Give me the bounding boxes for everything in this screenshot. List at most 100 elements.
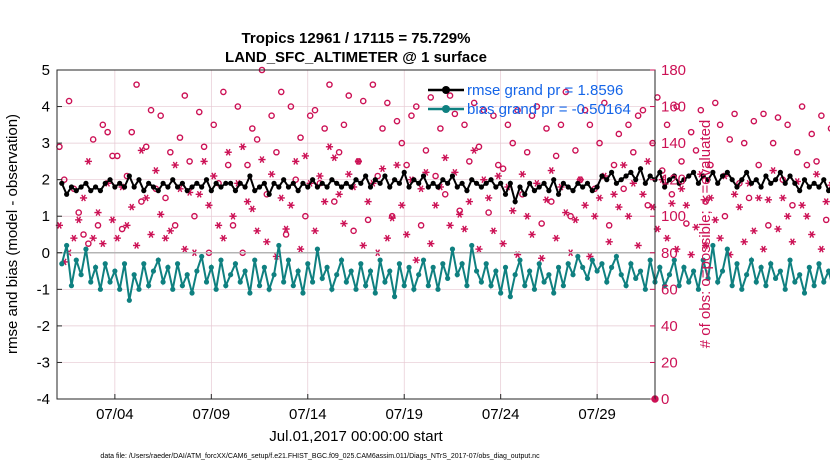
rmse-point xyxy=(507,180,513,186)
bias-point xyxy=(700,257,706,263)
obs-evaluated-point xyxy=(147,231,155,238)
obs-possible-point xyxy=(466,158,473,165)
asterisk-stroke xyxy=(655,225,660,233)
asterisk-stroke xyxy=(71,234,77,242)
rmse-point xyxy=(112,184,118,190)
rmse-point xyxy=(97,188,104,194)
bias-point xyxy=(382,279,388,285)
bias-point xyxy=(734,261,740,267)
obs-possible-point xyxy=(702,198,709,205)
bias-point xyxy=(469,242,475,249)
obs-evaluated-point xyxy=(460,225,469,233)
rmse-point xyxy=(551,177,557,183)
bias-point xyxy=(787,257,793,263)
obs-possible-point xyxy=(302,212,309,220)
obs-possible-point xyxy=(765,222,772,229)
rmse-point xyxy=(522,191,528,197)
obs-possible-point xyxy=(827,125,830,132)
obs-evaluated-point xyxy=(634,241,642,249)
rmse-point xyxy=(314,184,321,190)
rmse-point xyxy=(715,180,721,186)
rmse-point xyxy=(541,180,547,186)
obs-possible-point xyxy=(340,121,348,129)
bias-point xyxy=(97,286,104,292)
rmse-point xyxy=(256,184,263,190)
asterisk-stroke xyxy=(322,198,328,206)
asterisk-stroke xyxy=(76,216,82,224)
obs-possible-point xyxy=(195,108,203,116)
rmse-point xyxy=(604,177,610,183)
asterisk-stroke xyxy=(196,190,202,198)
asterisk-stroke xyxy=(447,221,453,229)
obs-evaluated-point xyxy=(321,198,329,206)
asterisk-stroke xyxy=(182,245,188,253)
obs-possible-point xyxy=(707,161,714,169)
bias-point xyxy=(338,257,345,263)
bias-point xyxy=(507,294,513,300)
legend-entry-bias: bias grand pr = -0.50164 xyxy=(428,101,631,118)
asterisk-stroke xyxy=(780,194,786,202)
rmse-point xyxy=(546,188,552,194)
bias-point xyxy=(68,283,75,289)
obs-evaluated-point xyxy=(798,201,806,209)
bias-point xyxy=(676,283,682,289)
obs-possible-point xyxy=(581,106,589,114)
asterisk-stroke xyxy=(495,172,501,180)
asterisk-stroke xyxy=(621,161,627,169)
obs-possible-point xyxy=(374,172,382,180)
bias-point xyxy=(343,279,349,285)
obs-possible-point xyxy=(297,134,304,141)
rmse-point xyxy=(816,184,822,190)
bias-point xyxy=(628,261,634,267)
bias-point xyxy=(536,261,542,267)
obs-possible-point xyxy=(822,216,830,224)
obs-possible-point xyxy=(760,110,767,118)
obs-evaluated-point xyxy=(610,190,618,198)
obs-evaluated-point xyxy=(509,207,517,215)
y-tick-label-right: 40 xyxy=(661,318,678,335)
asterisk-stroke xyxy=(216,221,221,229)
rmse-point xyxy=(671,173,677,179)
bias-point xyxy=(772,275,779,281)
y-tick-label-right: 140 xyxy=(661,135,686,152)
rmse-point xyxy=(782,180,788,186)
asterisk-stroke xyxy=(172,161,178,169)
bias-point xyxy=(150,268,157,274)
bias-point xyxy=(821,279,827,285)
bias-point xyxy=(271,272,277,278)
rmse-point xyxy=(309,177,316,183)
obs-evaluated-point xyxy=(263,238,271,246)
asterisk-stroke xyxy=(85,157,91,165)
bias-point xyxy=(575,253,581,260)
bias-point xyxy=(261,264,267,270)
y-tick-label-left: -4 xyxy=(37,391,50,408)
bias-point xyxy=(416,272,422,278)
asterisk-stroke xyxy=(534,179,540,187)
asterisk-stroke xyxy=(293,157,299,165)
asterisk-stroke xyxy=(245,198,250,206)
bias-point xyxy=(223,283,229,289)
asterisk-stroke xyxy=(679,185,684,193)
rmse-point xyxy=(136,177,142,183)
obs-evaluated-point xyxy=(243,198,252,206)
obs-possible-point xyxy=(253,136,261,143)
rmse-point xyxy=(719,173,726,179)
rmse-point xyxy=(213,180,219,186)
obs-possible-point xyxy=(133,81,140,88)
asterisk-stroke xyxy=(765,196,771,204)
obs-possible-point xyxy=(774,114,782,121)
bias-point xyxy=(165,264,171,270)
obs-possible-point xyxy=(89,136,97,143)
bias-point xyxy=(136,286,142,292)
obs-evaluated-point xyxy=(253,227,261,235)
obs-evaluated-point xyxy=(258,156,266,164)
y-axis-label-right: # of obs: o=possible; ∗=evaluated xyxy=(697,120,714,349)
rmse-point xyxy=(242,184,248,190)
obs-possible-point xyxy=(615,130,623,138)
chart-title-line1: Tropics 12961 / 17115 = 75.729% xyxy=(242,30,471,47)
obs-possible-point xyxy=(244,161,251,169)
obs-possible-point xyxy=(268,112,275,119)
obs-possible-point xyxy=(625,121,632,129)
rmse-point xyxy=(430,180,436,186)
obs-evaluated-point xyxy=(547,167,555,174)
